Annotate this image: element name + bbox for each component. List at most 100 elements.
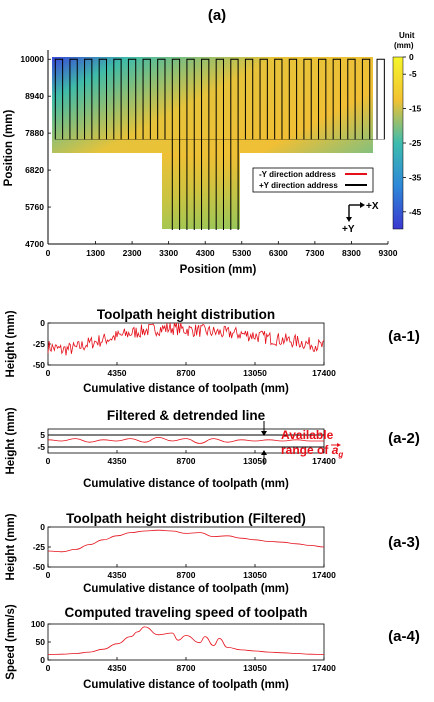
annotation-prefix: range of — [281, 443, 329, 457]
figure-title: (a) — [208, 7, 226, 24]
heatmap-y-tick-label: 5760 — [25, 202, 44, 212]
x-axis-label: Cumulative distance of toolpath (mm) — [83, 478, 289, 490]
heatmap-x-label: Position (mm) — [180, 264, 257, 276]
toolpath-pass — [142, 58, 151, 140]
toolpath-pass — [274, 58, 283, 140]
heatmap-x-tick-label: 5300 — [232, 248, 251, 258]
annotation-symbol: a — [332, 443, 339, 457]
toolpath-pass — [98, 58, 107, 140]
y-tick-label: 0 — [40, 522, 45, 532]
direction-y-label: +Y — [342, 224, 355, 235]
toolpath-pass — [201, 58, 210, 231]
heatmap-y-tick-label: 8940 — [25, 91, 44, 101]
x-tick-label: 13050 — [243, 663, 267, 673]
chart-toolpath-height: Toolpath height distribution 0 4350 8700 130… — [5, 307, 336, 395]
heatmap-x-tick-label: 3300 — [159, 248, 178, 258]
series-line — [47, 322, 325, 356]
legend-pos-y-label: +Y direction address — [259, 181, 338, 190]
heatmap-x-ticks: 0 1300 2300 3300 4300 5300 6300 7300 8300 9300 — [46, 241, 398, 258]
heatmap-x-tick-label: 4300 — [196, 248, 215, 258]
tag-a1: (a-1) — [388, 328, 420, 345]
heatmap-x-tick-label: 1300 — [86, 248, 105, 258]
legend-box — [252, 167, 374, 193]
heatmap-x-tick-label: 2300 — [123, 248, 142, 258]
chart-title: Toolpath height distribution (Filtered) — [66, 511, 306, 526]
chart-filtered-detrended: Filtered & detrended line 0 4350 8700 13050 1… — [5, 407, 336, 490]
y-tick-label: -25 — [33, 542, 46, 552]
colorbar-tick-label: -45 — [409, 207, 422, 217]
series-line — [47, 626, 325, 655]
colorbar-tick-label: -15 — [409, 104, 422, 114]
chart-traveling-speed: Computed traveling speed of toolpath 0 435… — [5, 604, 336, 691]
toolpath-pass — [318, 58, 327, 140]
heatmap-x-tick-label: 6300 — [269, 248, 288, 258]
tag-a4: (a-4) — [388, 628, 420, 645]
toolpath-pass — [259, 58, 268, 140]
toolpath-pass — [332, 58, 341, 140]
heatmap-field-lower — [162, 153, 240, 229]
heatmap-y-tick-label: 10000 — [20, 54, 44, 64]
toolpath-pass — [288, 58, 298, 140]
chart-height-filtered: Toolpath height distribution (Filtered) 0… — [5, 511, 336, 595]
y-axis-label: Height (mm) — [5, 513, 17, 580]
colorbar-unit-mm: (mm) — [394, 41, 414, 50]
y-tick-label: -50 — [33, 562, 46, 572]
x-tick-label: 13050 — [243, 368, 267, 378]
y-axis-label: Speed (mm/s) — [5, 604, 17, 680]
annotation-subscript: g — [337, 450, 343, 459]
x-tick-label: 8700 — [177, 456, 196, 466]
x-tick-label: 0 — [46, 570, 51, 580]
toolpath-pass — [157, 58, 166, 140]
colorbar-ticks: 0 -5 -15 -25 -35 -45 — [403, 52, 422, 217]
heatmap-field — [52, 57, 373, 229]
y-tick-label: 0 — [40, 655, 45, 665]
colorbar-tick-label: -35 — [409, 172, 422, 182]
heatmap-x-tick-label: 0 — [46, 248, 51, 258]
toolpath-pass — [376, 58, 385, 140]
x-arrowhead — [360, 202, 365, 208]
toolpath-pass — [244, 58, 254, 140]
x-tick-label: 17400 — [312, 456, 336, 466]
x-tick-label: 4350 — [108, 570, 127, 580]
x-axis-label: Cumulative distance of toolpath (mm) — [83, 583, 289, 595]
toolpath-pass — [69, 58, 78, 140]
chart-frame — [47, 623, 325, 661]
annotation-line2: range of ag — [281, 443, 343, 459]
toolpath-pass — [113, 58, 122, 140]
chart-title: Toolpath height distribution — [97, 307, 275, 322]
tag-a2: (a-2) — [388, 430, 420, 447]
toolpath-pass — [84, 58, 93, 140]
x-tick-label: 4350 — [108, 663, 127, 673]
x-tick-label: 17400 — [312, 368, 336, 378]
y-arrowhead — [346, 217, 352, 222]
x-tick-label: 0 — [46, 456, 51, 466]
heatmap-y-ticks: 10000 8940 7880 6820 5760 4700 — [20, 54, 51, 249]
direction-x-label: +X — [366, 201, 379, 212]
series-line — [47, 436, 324, 444]
x-tick-label: 0 — [46, 663, 51, 673]
toolpath-pass — [230, 58, 239, 231]
heatmap-y-label: Position (mm) — [3, 110, 15, 187]
chart-frame — [47, 322, 325, 366]
toolpath-pass — [361, 58, 371, 140]
x-tick-label: 8700 — [177, 570, 196, 580]
x-tick-label: 17400 — [312, 663, 336, 673]
colorbar-tick-label: -25 — [409, 138, 422, 148]
x-tick-label: 17400 — [312, 570, 336, 580]
y-tick-label: -25 — [33, 339, 46, 349]
colorbar-tick-label: -5 — [409, 69, 417, 79]
chart-title: Filtered & detrended line — [107, 408, 266, 423]
x-axis-label: Cumulative distance of toolpath (mm) — [83, 383, 289, 395]
direction-indicator: +X +Y — [342, 201, 379, 235]
toolpath-pass — [215, 58, 224, 231]
heatmap-x-tick-label: 8300 — [342, 248, 361, 258]
y-tick-label: -5 — [37, 442, 45, 452]
legend-neg-y-label: -Y direction address — [259, 170, 336, 179]
available-range-annotation: Available range of ag — [261, 421, 343, 465]
y-tick-label: 50 — [36, 637, 46, 647]
colorbar-scale — [392, 56, 404, 230]
toolpath-passes — [54, 58, 385, 231]
heatmap-y-tick-label: 4700 — [25, 239, 44, 249]
toolpath-pass — [54, 58, 64, 140]
